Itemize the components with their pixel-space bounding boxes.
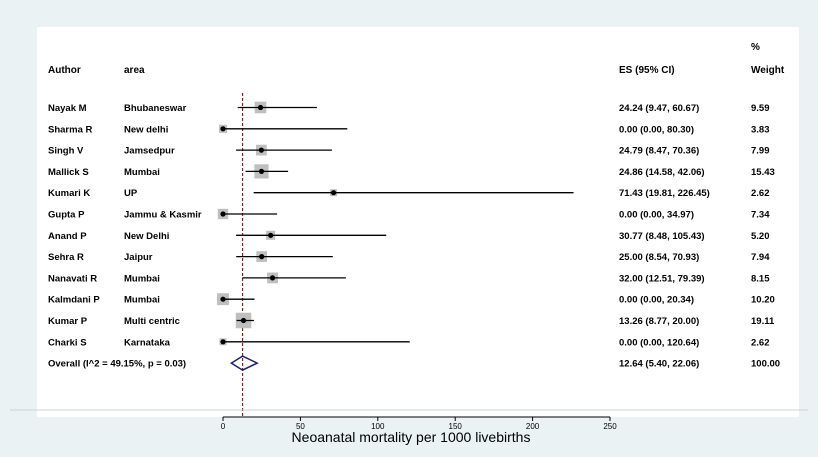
weight-label: 7.99	[751, 146, 770, 157]
author-label: Kalmdani P	[48, 295, 100, 306]
area-label: Mumbai	[124, 273, 160, 284]
weight-label: 15.43	[751, 167, 775, 178]
author-label: Anand P	[48, 231, 87, 242]
author-label: Nayak M	[48, 103, 87, 114]
area-label: Karnataka	[124, 337, 171, 348]
x-tick-label: 150	[449, 422, 463, 431]
point-estimate	[259, 254, 265, 260]
author-label: Sehra R	[48, 252, 84, 263]
area-label: Jamsedpur	[124, 146, 175, 157]
weight-label: 3.83	[751, 124, 770, 135]
point-estimate	[258, 168, 265, 174]
es-ci-label: 32.00 (12.51, 79.39)	[619, 273, 705, 284]
author-label: Nanavati R	[48, 273, 97, 284]
weight-label: 10.20	[751, 295, 775, 306]
header-author: Author	[48, 65, 81, 76]
point-estimate	[330, 190, 337, 196]
point-estimate	[269, 275, 276, 281]
column-headers: Author area ES (95% CI) % Weight	[48, 42, 785, 76]
area-label: UP	[124, 188, 138, 199]
plot-area	[217, 93, 574, 417]
header-weight: Weight	[751, 65, 785, 76]
header-area: area	[124, 65, 145, 76]
area-label: Mumbai	[124, 167, 160, 178]
area-label: Multi centric	[124, 316, 180, 327]
es-ci-label: 0.00 (0.00, 34.97)	[619, 210, 694, 221]
author-label: Singh V	[48, 146, 84, 157]
weight-label: 7.94	[751, 252, 770, 263]
area-label: New Delhi	[124, 231, 169, 242]
es-ci-label: 24.86 (14.58, 42.06)	[619, 167, 705, 178]
point-estimate	[220, 211, 226, 217]
point-estimate	[240, 317, 247, 324]
weight-label: 8.15	[751, 273, 770, 284]
area-label: Bhubaneswar	[124, 103, 187, 114]
overall-label: Overall (I^2 = 49.15%, p = 0.03)	[48, 359, 186, 370]
point-estimate	[220, 339, 226, 345]
weight-label: 2.62	[751, 337, 770, 348]
header-weight-percent: %	[751, 42, 760, 53]
area-label: Jammu & Kasmir	[124, 210, 202, 221]
author-label: Kumari K	[48, 188, 90, 199]
author-label: Sharma R	[48, 124, 92, 135]
x-tick-label: 250	[603, 422, 617, 431]
es-ci-label: 24.79 (8.47, 70.36)	[619, 146, 699, 157]
es-ci-label: 25.00 (8.54, 70.93)	[619, 252, 699, 263]
es-ci-label: 71.43 (19.81, 226.45)	[619, 188, 710, 199]
overall-weight: 100.00	[751, 359, 780, 370]
overall-es-ci: 12.64 (5.40, 22.06)	[619, 359, 699, 370]
x-tick-label: 100	[371, 422, 385, 431]
es-ci-label: 0.00 (0.00, 80.30)	[619, 124, 694, 135]
point-estimate	[220, 126, 226, 132]
author-label: Kumar P	[48, 316, 88, 327]
point-estimate	[258, 147, 264, 153]
plot-panel	[37, 27, 799, 417]
area-label: Jaipur	[124, 252, 153, 263]
weight-label: 9.59	[751, 103, 770, 114]
x-tick-label: 50	[296, 422, 305, 431]
point-estimate	[220, 296, 226, 302]
area-label: New delhi	[124, 124, 168, 135]
es-ci-label: 0.00 (0.00, 20.34)	[619, 295, 694, 306]
es-ci-label: 13.26 (8.77, 20.00)	[619, 316, 699, 327]
weight-label: 5.20	[751, 231, 770, 242]
author-label: Mallick S	[48, 167, 89, 178]
weight-label: 19.11	[751, 316, 775, 327]
header-es: ES (95% CI)	[619, 65, 675, 76]
es-ci-label: 24.24 (9.47, 60.67)	[619, 103, 699, 114]
point-estimate	[268, 232, 274, 238]
author-label: Charki S	[48, 337, 87, 348]
x-tick-label: 0	[221, 422, 226, 431]
x-axis: 0 50 100 150 200 250	[10, 409, 808, 431]
overall-diamond	[229, 355, 259, 371]
x-axis-label: Neoanatal mortality per 1000 livebirths	[292, 429, 531, 445]
weight-label: 7.34	[751, 210, 770, 221]
es-ci-label: 30.77 (8.48, 105.43)	[619, 231, 705, 242]
weight-label: 2.62	[751, 188, 770, 199]
x-tick-label: 200	[526, 422, 540, 431]
point-estimate	[257, 104, 264, 111]
area-label: Mumbai	[124, 295, 160, 306]
author-label: Gupta P	[48, 210, 85, 221]
row-labels: Nayak M Bhubaneswar 24.24 (9.47, 60.67) 9.5…	[48, 103, 780, 370]
es-ci-label: 0.00 (0.00, 120.64)	[619, 337, 699, 348]
